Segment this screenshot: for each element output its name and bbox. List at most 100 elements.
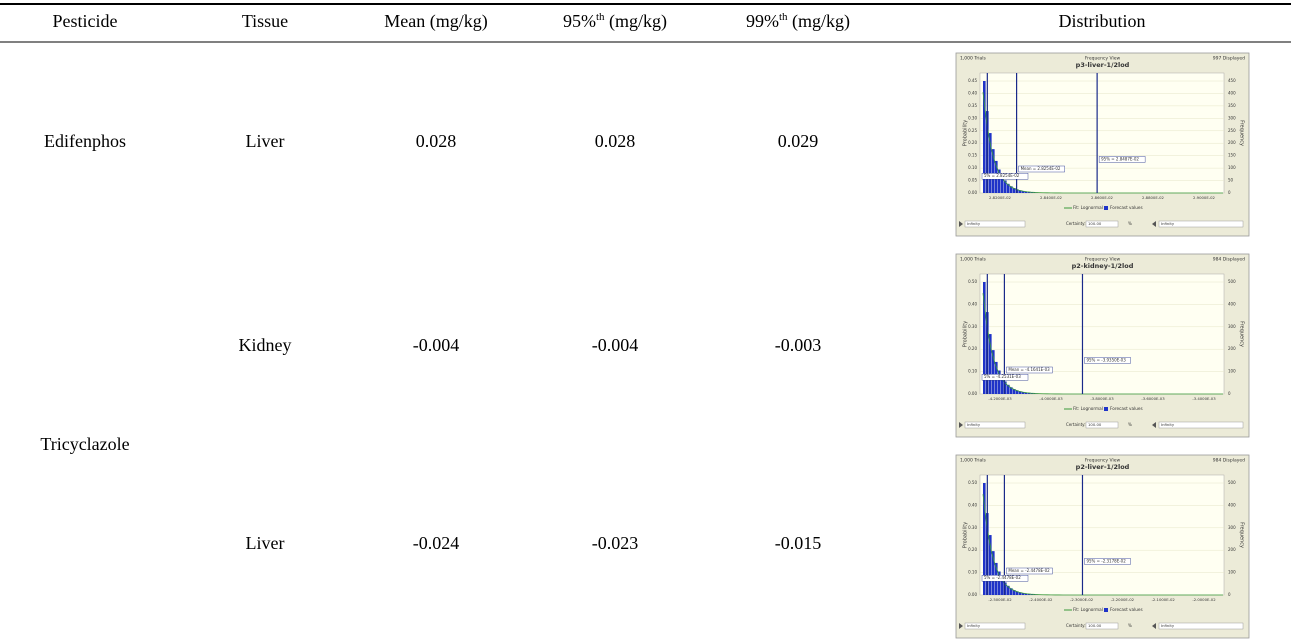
tissue-cell: Liver: [246, 131, 285, 151]
y-tick-label: 0.10: [968, 369, 977, 374]
y2-tick-label: 300: [1228, 115, 1236, 120]
x-tick-label: -2.4000E-02: [1029, 597, 1053, 602]
header-cell: 99%th (mg/kg): [746, 11, 850, 33]
table: Pesticide Tissue Mean (mg/kg) 95%th (mg/…: [0, 0, 1291, 639]
header-cell: 95%th (mg/kg): [563, 11, 667, 33]
header-text: 99%: [746, 11, 779, 31]
percent-label: %: [1128, 422, 1132, 427]
header-cell: Pesticide: [53, 11, 118, 31]
x-tick-label: -2.2000E-02: [1111, 597, 1135, 602]
y-tick-label: 0.20: [968, 547, 977, 552]
chart-title: p2-liver-1/2lod: [1076, 463, 1130, 471]
y2-tick-label: 400: [1228, 301, 1236, 306]
marker-label: 5% = -4.2531E-03: [984, 374, 1021, 379]
pesticide-cell: Edifenphos: [44, 131, 126, 151]
pesticide-cell: Tricyclazole: [40, 434, 129, 454]
chart-title: p3-liver-1/2lod: [1076, 61, 1130, 69]
y-tick-label: 0.00: [968, 592, 977, 597]
legend-label: Fit: Lognormal: [1073, 406, 1103, 411]
displayed-label: 984 Displayed: [1213, 257, 1245, 263]
mean-cell: -0.004: [413, 335, 460, 355]
tissue-cell: Liver: [246, 533, 285, 553]
y-tick-label: 0.20: [968, 346, 977, 351]
header-cell: Mean (mg/kg): [384, 11, 487, 32]
upper-bound: Infinity: [1161, 221, 1175, 226]
marker-label: 5% = 2.8254E-02: [984, 173, 1020, 178]
page: Pesticide Tissue Mean (mg/kg) 95%th (mg/…: [0, 0, 1291, 639]
y-tick-label: 0.00: [968, 391, 977, 396]
y-tick-label: 0.50: [968, 279, 977, 284]
p99-cell: -0.015: [775, 533, 822, 553]
x-tick-label: 2.8600E-02: [1091, 195, 1113, 200]
upper-bound: Infinity: [1161, 422, 1175, 427]
certainty-value: 100.00: [1088, 221, 1102, 226]
lower-bound: Infinity: [967, 422, 981, 427]
y2-tick-label: 100: [1228, 570, 1236, 575]
legend-swatch: [1104, 206, 1108, 210]
legend-swatch: [1104, 608, 1108, 612]
certainty-label: Certainty:: [1066, 221, 1086, 226]
y-tick-label: 0.25: [968, 128, 977, 133]
x-tick-label: 2.8800E-02: [1142, 195, 1164, 200]
x-tick-label: -4.2000E-03: [988, 396, 1012, 401]
percent-label: %: [1128, 221, 1132, 226]
y2-axis-label: Frequency: [1239, 522, 1245, 548]
marker-label: Mean = 2.8254E-02: [1021, 166, 1061, 171]
x-tick-label: -3.4000E-03: [1192, 396, 1216, 401]
marker-label: 95% = 2.8487E-02: [1101, 156, 1139, 161]
x-tick-label: -3.8000E-03: [1090, 396, 1114, 401]
legend-label: Fit: Lognormal: [1073, 205, 1103, 210]
trials-label: 1,000 Trials: [960, 257, 987, 263]
marker-label: Mean = -2.4478E-02: [1008, 568, 1050, 573]
y2-axis-label: Frequency: [1239, 120, 1245, 146]
y-tick-label: 0.45: [968, 78, 977, 83]
y2-tick-label: 250: [1228, 128, 1236, 133]
y2-tick-label: 500: [1228, 480, 1236, 485]
y-tick-label: 0.35: [968, 103, 977, 108]
header-text: 95%: [563, 11, 596, 31]
legend-label: Forecast values: [1110, 406, 1143, 411]
mean-cell: -0.024: [413, 533, 460, 553]
legend-swatch: [1104, 407, 1108, 411]
y2-tick-label: 300: [1228, 324, 1236, 329]
y2-tick-label: 400: [1228, 90, 1236, 95]
y-tick-label: 0.15: [968, 153, 977, 158]
certainty-value: 100.00: [1088, 623, 1102, 628]
y-tick-label: 0.40: [968, 90, 977, 95]
legend-label: Fit: Lognormal: [1073, 607, 1103, 612]
y-tick-label: 0.50: [968, 480, 977, 485]
header-unit: (mg/kg): [788, 11, 851, 32]
y2-tick-label: 100: [1228, 369, 1236, 374]
x-tick-label: -2.3000E-02: [1070, 597, 1094, 602]
trials-label: 1,000 Trials: [960, 458, 987, 464]
y2-tick-label: 450: [1228, 78, 1236, 83]
certainty-label: Certainty:: [1066, 623, 1086, 628]
y-tick-label: 0.10: [968, 165, 977, 170]
lower-bound: Infinity: [967, 623, 981, 628]
y2-tick-label: 400: [1228, 502, 1236, 507]
chart-title: p2-kidney-1/2lod: [1072, 262, 1134, 270]
p99-cell: 0.029: [778, 131, 819, 151]
p95-cell: 0.028: [595, 131, 636, 151]
y-tick-label: 0.20: [968, 140, 977, 145]
y2-tick-label: 100: [1228, 165, 1236, 170]
y-tick-label: 0.00: [968, 190, 977, 195]
x-tick-label: 2.8400E-02: [1040, 195, 1062, 200]
x-tick-label: -2.1000E-02: [1152, 597, 1176, 602]
y-axis-label: Probability: [963, 522, 969, 548]
x-tick-label: 2.9000E-02: [1193, 195, 1215, 200]
header-unit: (mg/kg): [605, 11, 668, 32]
upper-bound: Infinity: [1161, 623, 1175, 628]
certainty-label: Certainty:: [1066, 422, 1086, 427]
legend-label: Forecast values: [1110, 607, 1143, 612]
marker-label: 5% = -2.4478E-02: [984, 575, 1021, 580]
lower-bound: Infinity: [967, 221, 981, 226]
displayed-label: 997 Displayed: [1213, 56, 1245, 62]
y-tick-label: 0.40: [968, 301, 977, 306]
x-tick-label: -3.6000E-03: [1141, 396, 1165, 401]
y2-tick-label: 150: [1228, 153, 1236, 158]
y-tick-label: 0.10: [968, 570, 977, 575]
y-tick-label: 0.40: [968, 502, 977, 507]
